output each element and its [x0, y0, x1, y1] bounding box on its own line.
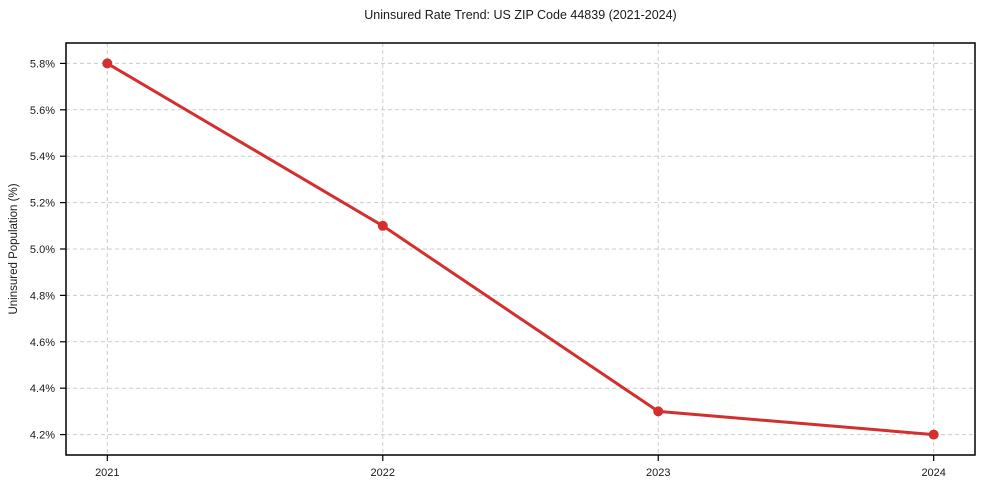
data-point: [653, 406, 664, 417]
y-tick-label: 4.6%: [30, 337, 55, 349]
data-point: [928, 429, 939, 440]
y-tick-label: 5.6%: [30, 105, 55, 117]
y-axis-label: Uninsured Population (%): [8, 183, 20, 315]
y-tick-label: 5.0%: [30, 244, 55, 256]
y-tick-label: 5.4%: [30, 151, 55, 163]
data-point: [102, 58, 113, 69]
y-tick-label: 5.2%: [30, 198, 55, 210]
x-tick-label: 2021: [95, 467, 119, 479]
x-tick-label: 2022: [371, 467, 395, 479]
data-point: [377, 220, 388, 231]
x-tick-label: 2023: [646, 467, 670, 479]
y-tick-label: 4.4%: [30, 383, 55, 395]
chart-title: Uninsured Rate Trend: US ZIP Code 44839 …: [364, 8, 677, 22]
y-tick-label: 4.8%: [30, 290, 55, 302]
y-tick-label: 4.2%: [30, 430, 55, 442]
x-tick-label: 2024: [921, 467, 945, 479]
trend-line: [105, 61, 936, 437]
y-tick-label: 5.8%: [30, 58, 55, 70]
